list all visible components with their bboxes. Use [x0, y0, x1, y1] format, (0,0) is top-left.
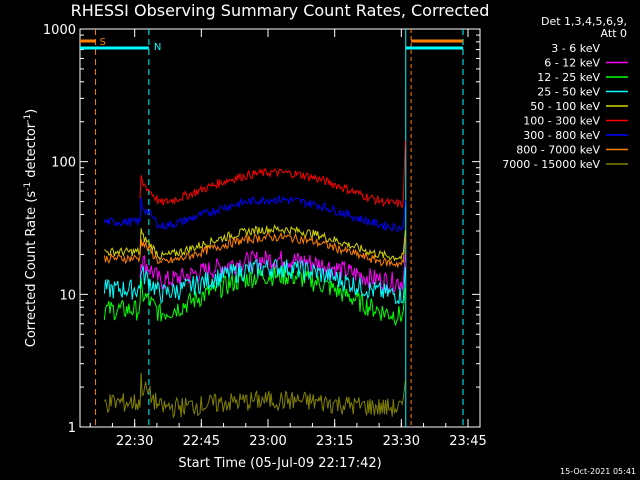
legend-header: Att 0: [601, 27, 627, 40]
y-tick-label: 100: [51, 156, 76, 171]
series-line: [139, 140, 406, 209]
legend-entry-label: 12 - 25 keV: [537, 71, 600, 84]
series-line: [104, 372, 406, 419]
legend: Det 1,3,4,5,6,9,Att 03 - 6 keV 6 - 12 keV…: [502, 15, 628, 171]
legend-entry-label: 50 - 100 keV: [530, 100, 600, 113]
saa-label: S: [100, 37, 106, 48]
plot-frame: [79, 28, 481, 428]
x-tick-label: 22:30: [116, 434, 153, 449]
x-tick-label: 23:45: [449, 434, 486, 449]
series-line: [103, 231, 406, 269]
legend-header: Det 1,3,4,5,6,9,: [541, 15, 627, 28]
footer-date: 15-Oct-2021 05:41: [560, 467, 636, 476]
series-line: [103, 266, 406, 327]
y-label-sup2: -1: [23, 114, 33, 123]
y-label-end: ): [24, 109, 39, 114]
night-label: N: [154, 42, 161, 53]
y-label-sup1: -1: [23, 182, 33, 191]
y-tick-label: 1000: [43, 23, 76, 38]
y-tick-label: 1: [68, 421, 76, 436]
svg-text:Corrected Count Rate (s-1 dete: Corrected Count Rate (s-1 detector-1): [23, 109, 39, 347]
chart-title: RHESSI Observing Summary Count Rates, Co…: [71, 1, 490, 20]
legend-entry-label: 3 - 6 keV: [551, 42, 600, 55]
y-label-main: Corrected Count Rate (s: [24, 191, 39, 348]
x-tick-label: 22:45: [183, 434, 220, 449]
axis-ticks: 22:30 22:45 23:00 23:15 23:30 23:45 1 10 100 1000: [43, 23, 487, 449]
series-line: [104, 224, 406, 262]
legend-entry-label: 100 - 300 keV: [523, 115, 600, 128]
x-axis-label: Start Time (05-Jul-09 22:17:42): [178, 456, 381, 471]
legend-entry-label: 300 - 800 keV: [523, 129, 600, 142]
y-axis-label: Corrected Count Rate (s-1 detector-1): [23, 109, 39, 347]
x-tick-label: 23:00: [249, 434, 286, 449]
series-line: [103, 195, 406, 233]
legend-entry-label: 800 - 7000 keV: [516, 144, 600, 157]
legend-entry-label: 25 - 50 keV: [537, 86, 600, 99]
x-tick-label: 23:30: [383, 434, 420, 449]
legend-entry-label: 6 - 12 keV: [544, 57, 600, 70]
y-label-mid: detector: [24, 122, 39, 182]
series-line: [103, 258, 406, 305]
x-tick-label: 23:15: [316, 434, 353, 449]
y-tick-label: 10: [59, 288, 76, 303]
series-line: [139, 249, 406, 293]
legend-entry-label: 7000 - 15000 keV: [502, 158, 600, 171]
series-lines: [103, 140, 406, 419]
